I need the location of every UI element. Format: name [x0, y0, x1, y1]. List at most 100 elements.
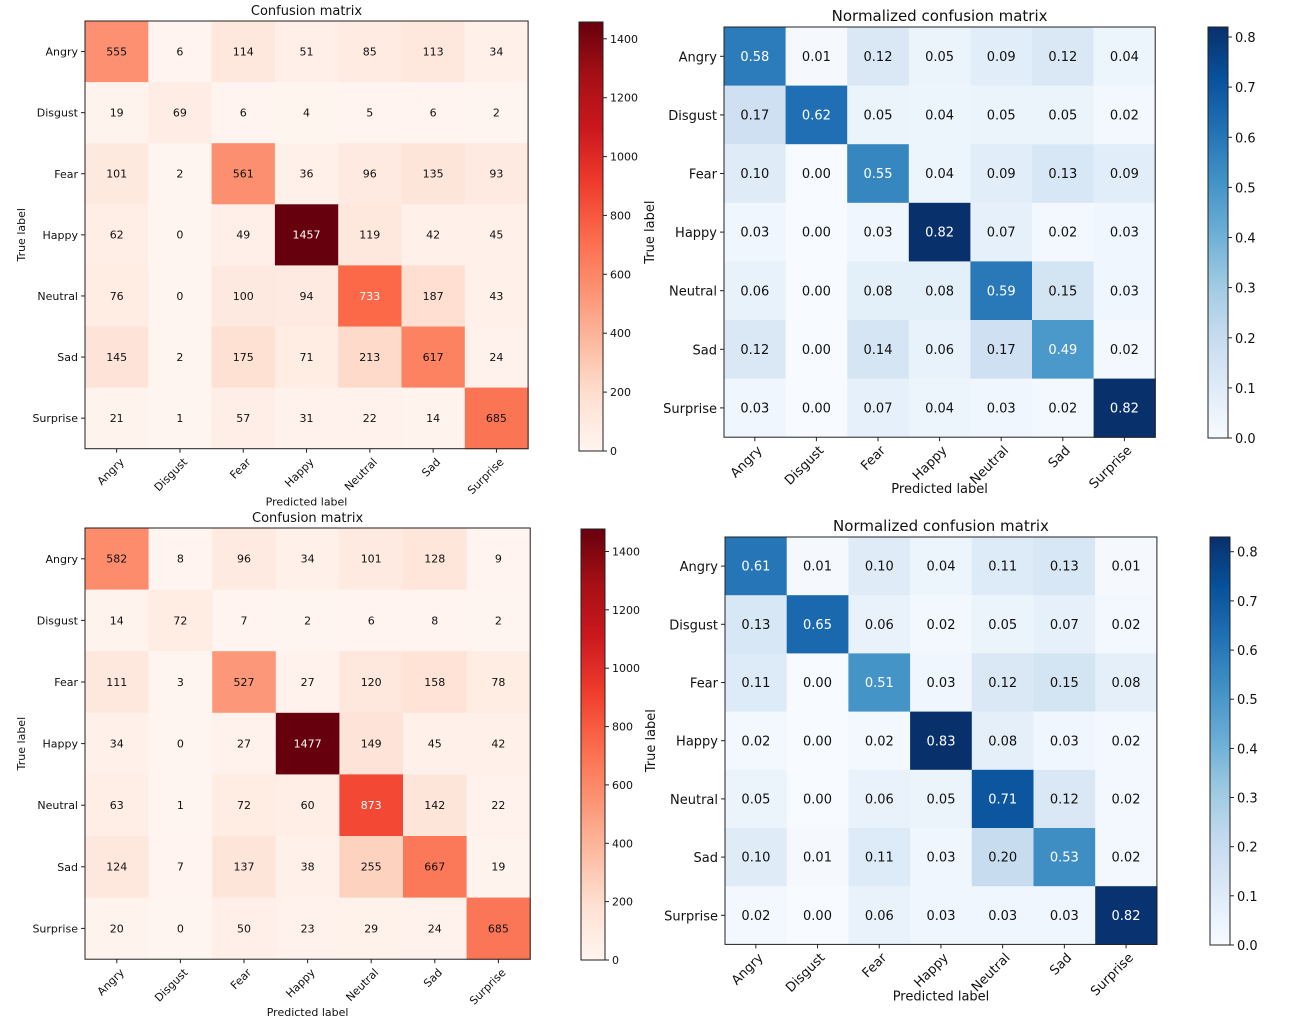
y-axis-label: True label: [15, 717, 28, 771]
heatmap-cell: [725, 886, 788, 945]
heatmap-cell: [785, 261, 848, 321]
heatmap-cell: [785, 144, 848, 204]
cell-value-label: 0.00: [802, 402, 831, 417]
x-axis-label: Predicted label: [891, 482, 988, 497]
colorbar: [1207, 26, 1229, 439]
cell-value-label: 93: [489, 168, 503, 181]
x-tick-label: Disgust: [783, 951, 828, 996]
heatmap-cell: [725, 769, 788, 829]
heatmap-cell: [1095, 653, 1158, 713]
cell-value-label: 34: [489, 45, 503, 58]
heatmap-cell: [85, 836, 150, 899]
heatmap-cell: [724, 320, 787, 380]
heatmap-cell: [1093, 261, 1156, 321]
colorbar-tick-label: 0.0: [1235, 432, 1256, 447]
heatmap-cell: [1093, 144, 1156, 204]
colorbar-tick-label: 1000: [612, 662, 640, 675]
heatmap-cell: [211, 387, 276, 450]
cell-value-label: 0.03: [1110, 226, 1139, 241]
colorbar-tick-label: 1400: [610, 33, 638, 46]
cell-value-label: 0.00: [803, 676, 832, 691]
cell-value-label: 0.04: [925, 402, 954, 417]
heatmap-cell: [403, 651, 468, 714]
cell-value-label: 0.03: [987, 402, 1016, 417]
colorbar-tick-label: 1000: [610, 151, 638, 164]
heatmap-cell: [910, 711, 973, 771]
cell-value-label: 0.06: [865, 793, 894, 808]
heatmap-cell: [274, 21, 339, 83]
x-tick-label: Angry: [729, 950, 767, 988]
cell-value-label: 0.12: [1050, 793, 1079, 808]
colorbar-tick-label: 0.0: [1237, 939, 1258, 954]
heatmap-cell: [148, 326, 213, 389]
cell-value-label: 2: [176, 351, 183, 364]
cell-value-label: 8: [431, 614, 438, 627]
heatmap-cell: [848, 653, 911, 713]
heatmap-cell: [908, 261, 971, 321]
cell-value-label: 685: [488, 922, 509, 935]
y-tick-label: Sad: [57, 861, 78, 874]
y-tick-label: Disgust: [669, 618, 718, 633]
cell-value-label: 100: [233, 290, 254, 303]
heatmap-cell: [148, 897, 213, 960]
cell-value-label: 8: [177, 553, 184, 566]
cell-value-label: 0.00: [803, 734, 832, 749]
y-axis-label: True label: [15, 208, 28, 262]
cell-value-label: 0.13: [741, 618, 770, 633]
cell-value-label: 111: [106, 676, 127, 689]
heatmap-cell: [1093, 27, 1156, 87]
cell-value-label: 124: [106, 861, 127, 874]
heatmap-cell: [464, 143, 529, 205]
cell-value-label: 19: [491, 861, 505, 874]
heatmap-cell: [148, 836, 213, 899]
heatmap-cell: [275, 589, 340, 652]
cell-value-label: 0.07: [987, 226, 1016, 241]
heatmap-cell: [1032, 320, 1095, 380]
heatmap-cell: [403, 897, 468, 960]
confusion-panel-2: 0.58 0.01 0.12 0.05 0.09 0.12 0.04 0.17 0.62 0.05…: [643, 7, 1256, 497]
cell-value-label: 0.00: [802, 226, 831, 241]
cell-value-label: 0.65: [803, 618, 832, 633]
colorbar: [580, 528, 606, 961]
cell-value-label: 22: [363, 412, 377, 425]
y-tick-label: Angry: [680, 560, 719, 575]
x-tick-label: Happy: [282, 455, 317, 490]
heatmap-cell: [212, 774, 277, 837]
cell-value-label: 31: [300, 412, 314, 425]
y-tick-label: Disgust: [668, 109, 717, 124]
cell-value-label: 0.02: [1110, 343, 1139, 358]
cell-value-label: 0.02: [1112, 851, 1141, 866]
heatmap-cell: [211, 82, 276, 144]
heatmap-cell: [970, 85, 1033, 145]
heatmap-cell: [786, 769, 849, 829]
x-tick-label: Angry: [728, 443, 766, 481]
heatmap-cell: [1032, 85, 1095, 145]
heatmap-cell: [403, 836, 468, 899]
heatmap-cell: [724, 27, 787, 87]
heatmap-cell: [971, 653, 1035, 713]
cell-value-label: 0.03: [864, 226, 893, 241]
heatmap-cell: [1093, 320, 1156, 380]
cell-value-label: 582: [106, 553, 127, 566]
cell-value-label: 0.08: [988, 734, 1017, 749]
y-tick-label: Angry: [679, 50, 718, 65]
cell-value-label: 0.58: [740, 50, 769, 65]
heatmap-cell: [908, 202, 971, 262]
cell-value-label: 0.11: [865, 851, 894, 866]
cell-value-label: 0: [177, 738, 184, 751]
heatmap-cell: [725, 653, 788, 713]
cell-value-label: 0.03: [1050, 734, 1079, 749]
cell-value-label: 0.05: [925, 50, 954, 65]
heatmap-cell: [339, 897, 404, 960]
y-tick-label: Happy: [675, 226, 717, 241]
heatmap-cell: [403, 589, 468, 652]
cell-value-label: 6: [430, 107, 437, 120]
heatmap-cell: [1095, 711, 1158, 771]
heatmap-cell: [148, 712, 213, 775]
cell-value-label: 71: [300, 351, 314, 364]
cell-value-label: 23: [301, 922, 315, 935]
heatmap-cell: [148, 589, 213, 652]
heatmap-cell: [148, 528, 213, 591]
cell-value-label: 0.08: [925, 284, 954, 299]
